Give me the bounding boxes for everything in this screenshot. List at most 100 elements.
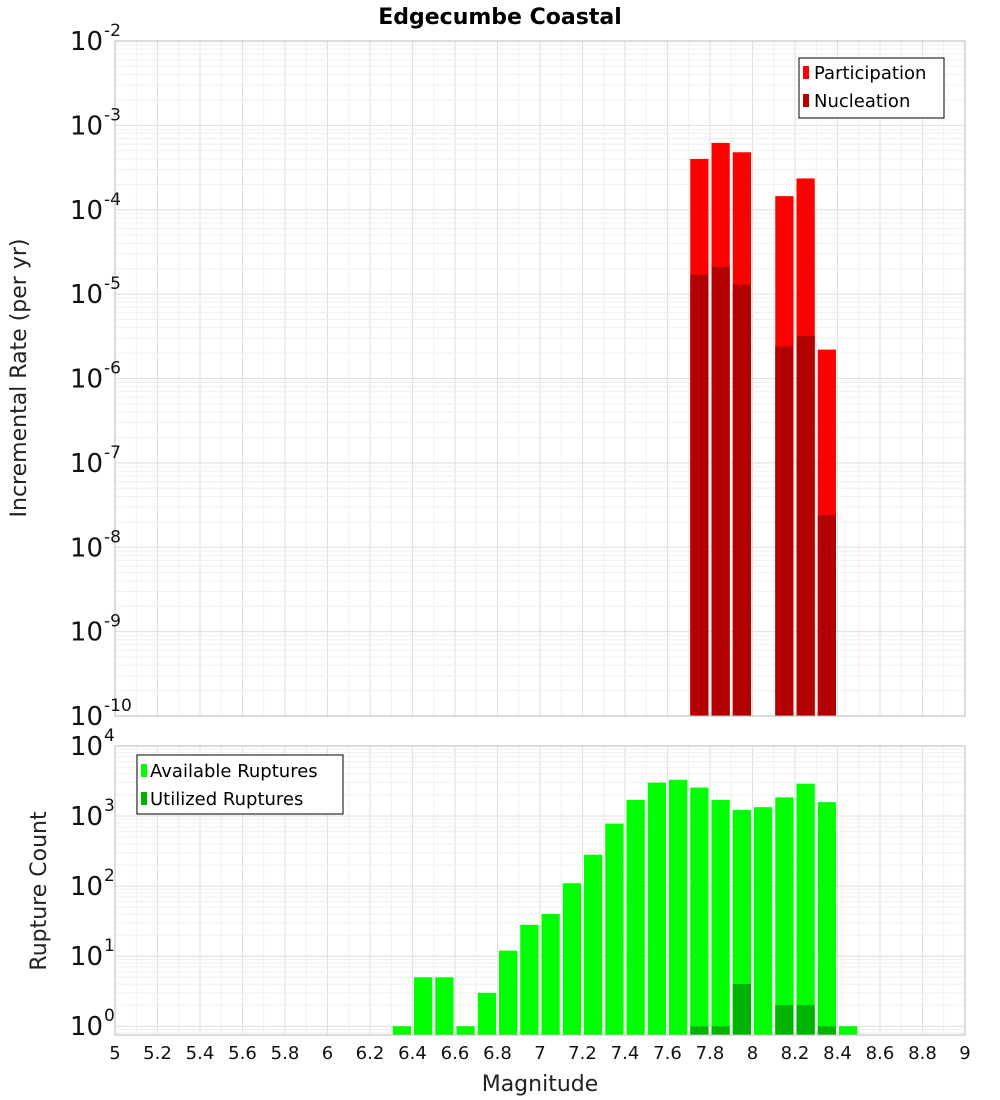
- x-tick-label: 5.6: [228, 1043, 257, 1064]
- legend-label-participation: Participation: [814, 63, 926, 84]
- bar-available-ruptures: [499, 950, 518, 1035]
- y-tick-base: 10: [70, 618, 103, 648]
- bar-available-ruptures: [775, 797, 794, 1035]
- top-bars: [690, 142, 836, 717]
- y-tick-base: 10: [70, 702, 103, 732]
- x-tick-label: 8.6: [866, 1043, 895, 1064]
- y-tick-exponent: 3: [104, 796, 115, 816]
- bar-available-ruptures: [541, 914, 560, 1035]
- top-y-axis-label: Incremental Rate (per yr): [7, 239, 32, 518]
- legend-swatch-participation: [803, 66, 809, 79]
- x-tick-label: 5.4: [186, 1043, 215, 1064]
- y-tick-base: 10: [70, 27, 103, 57]
- bar-nucleation: [711, 266, 730, 716]
- y-tick-label: 10 1: [70, 936, 115, 972]
- bar-nucleation: [775, 346, 794, 716]
- legend-swatch-utilized-ruptures: [141, 792, 147, 805]
- top-plot-frame: [114, 40, 966, 717]
- y-tick-exponent: -10: [104, 696, 132, 716]
- y-tick-exponent: 0: [104, 1006, 115, 1026]
- top-grid: [114, 40, 966, 717]
- bar-utilized-ruptures: [817, 1026, 836, 1035]
- bar-available-ruptures: [456, 1026, 475, 1035]
- bar-utilized-ruptures: [732, 984, 751, 1035]
- y-tick-base: 10: [70, 872, 103, 902]
- legend-label-utilized-ruptures: Utilized Ruptures: [150, 789, 303, 810]
- y-tick-base: 10: [70, 111, 103, 141]
- y-tick-label: 10 2: [70, 866, 115, 902]
- x-tick-label: 7.6: [653, 1043, 682, 1064]
- bar-available-ruptures: [605, 823, 624, 1035]
- bar-nucleation: [796, 335, 815, 716]
- bar-nucleation: [817, 515, 836, 716]
- legend-label-nucleation: Nucleation: [814, 91, 910, 112]
- y-tick-label: 10 0: [70, 1006, 115, 1042]
- y-tick-exponent: 4: [104, 726, 115, 746]
- y-tick-base: 10: [70, 449, 103, 479]
- x-tick-label: 5.2: [143, 1043, 172, 1064]
- y-tick-exponent: -7: [104, 443, 121, 463]
- y-tick-label: 10 -7: [70, 443, 121, 479]
- y-tick-exponent: -3: [104, 105, 121, 125]
- x-tick-label: 7.2: [568, 1043, 597, 1064]
- y-tick-label: 10 -6: [70, 359, 121, 395]
- bar-utilized-ruptures: [796, 1005, 815, 1035]
- x-tick-label: 6.4: [398, 1043, 427, 1064]
- bar-available-ruptures: [477, 992, 496, 1035]
- bottom-legend[interactable]: Available Ruptures Utilized Ruptures: [136, 754, 344, 815]
- bar-available-ruptures: [647, 782, 666, 1035]
- series-utilized-ruptures: [690, 984, 836, 1035]
- x-tick-label: 8.2: [781, 1043, 810, 1064]
- y-tick-exponent: -9: [104, 612, 121, 632]
- x-axis-label: Magnitude: [482, 1072, 599, 1097]
- x-tick-label: 8: [747, 1043, 758, 1064]
- y-tick-label: 10 -4: [70, 190, 121, 226]
- bar-available-ruptures: [435, 977, 454, 1035]
- bar-available-ruptures: [732, 810, 751, 1035]
- y-tick-exponent: -8: [104, 527, 121, 547]
- bar-available-ruptures: [414, 977, 433, 1035]
- bottom-legend-box: [136, 754, 344, 815]
- y-tick-base: 10: [70, 280, 103, 310]
- y-tick-exponent: -4: [104, 190, 121, 210]
- bar-available-ruptures: [817, 802, 836, 1035]
- y-tick-label: 10 3: [70, 796, 115, 832]
- x-tick-label: 6: [322, 1043, 333, 1064]
- y-tick-base: 10: [70, 196, 103, 226]
- y-tick-exponent: -5: [104, 274, 121, 294]
- bottom-plot-frame: [114, 745, 966, 1036]
- bar-nucleation: [732, 284, 751, 716]
- x-tick-label: 7.8: [696, 1043, 725, 1064]
- y-tick-base: 10: [70, 533, 103, 563]
- y-tick-base: 10: [70, 802, 103, 832]
- top-legend-box: [798, 57, 945, 119]
- top-legend[interactable]: Participation Nucleation: [798, 57, 945, 119]
- x-tick-label: 8.8: [908, 1043, 937, 1064]
- bar-available-ruptures: [690, 787, 709, 1035]
- bar-available-ruptures: [839, 1026, 858, 1035]
- x-tick-label: 6.2: [356, 1043, 385, 1064]
- legend-label-available-ruptures: Available Ruptures: [150, 761, 318, 782]
- y-tick-base: 10: [70, 1012, 103, 1042]
- x-tick-label: 9: [959, 1043, 970, 1064]
- bar-available-ruptures: [754, 807, 773, 1035]
- bar-available-ruptures: [669, 779, 688, 1035]
- bar-available-ruptures: [711, 799, 730, 1035]
- y-tick-exponent: -2: [104, 21, 121, 41]
- y-tick-label: 10 4: [70, 726, 115, 762]
- bar-available-ruptures: [584, 854, 603, 1035]
- series-nucleation: [690, 266, 836, 716]
- legend-swatch-available-ruptures: [141, 764, 147, 777]
- series-available-ruptures: [392, 779, 858, 1035]
- bar-available-ruptures: [796, 783, 815, 1035]
- bar-utilized-ruptures: [775, 1005, 794, 1035]
- x-tick-label: 6.8: [483, 1043, 512, 1064]
- y-tick-label: 10 -2: [70, 21, 121, 57]
- y-tick-label: 10 -3: [70, 105, 121, 141]
- y-tick-label: 10 -9: [70, 612, 121, 648]
- x-tick-label: 5: [109, 1043, 120, 1064]
- y-tick-exponent: 2: [104, 866, 115, 886]
- bar-available-ruptures: [626, 799, 645, 1035]
